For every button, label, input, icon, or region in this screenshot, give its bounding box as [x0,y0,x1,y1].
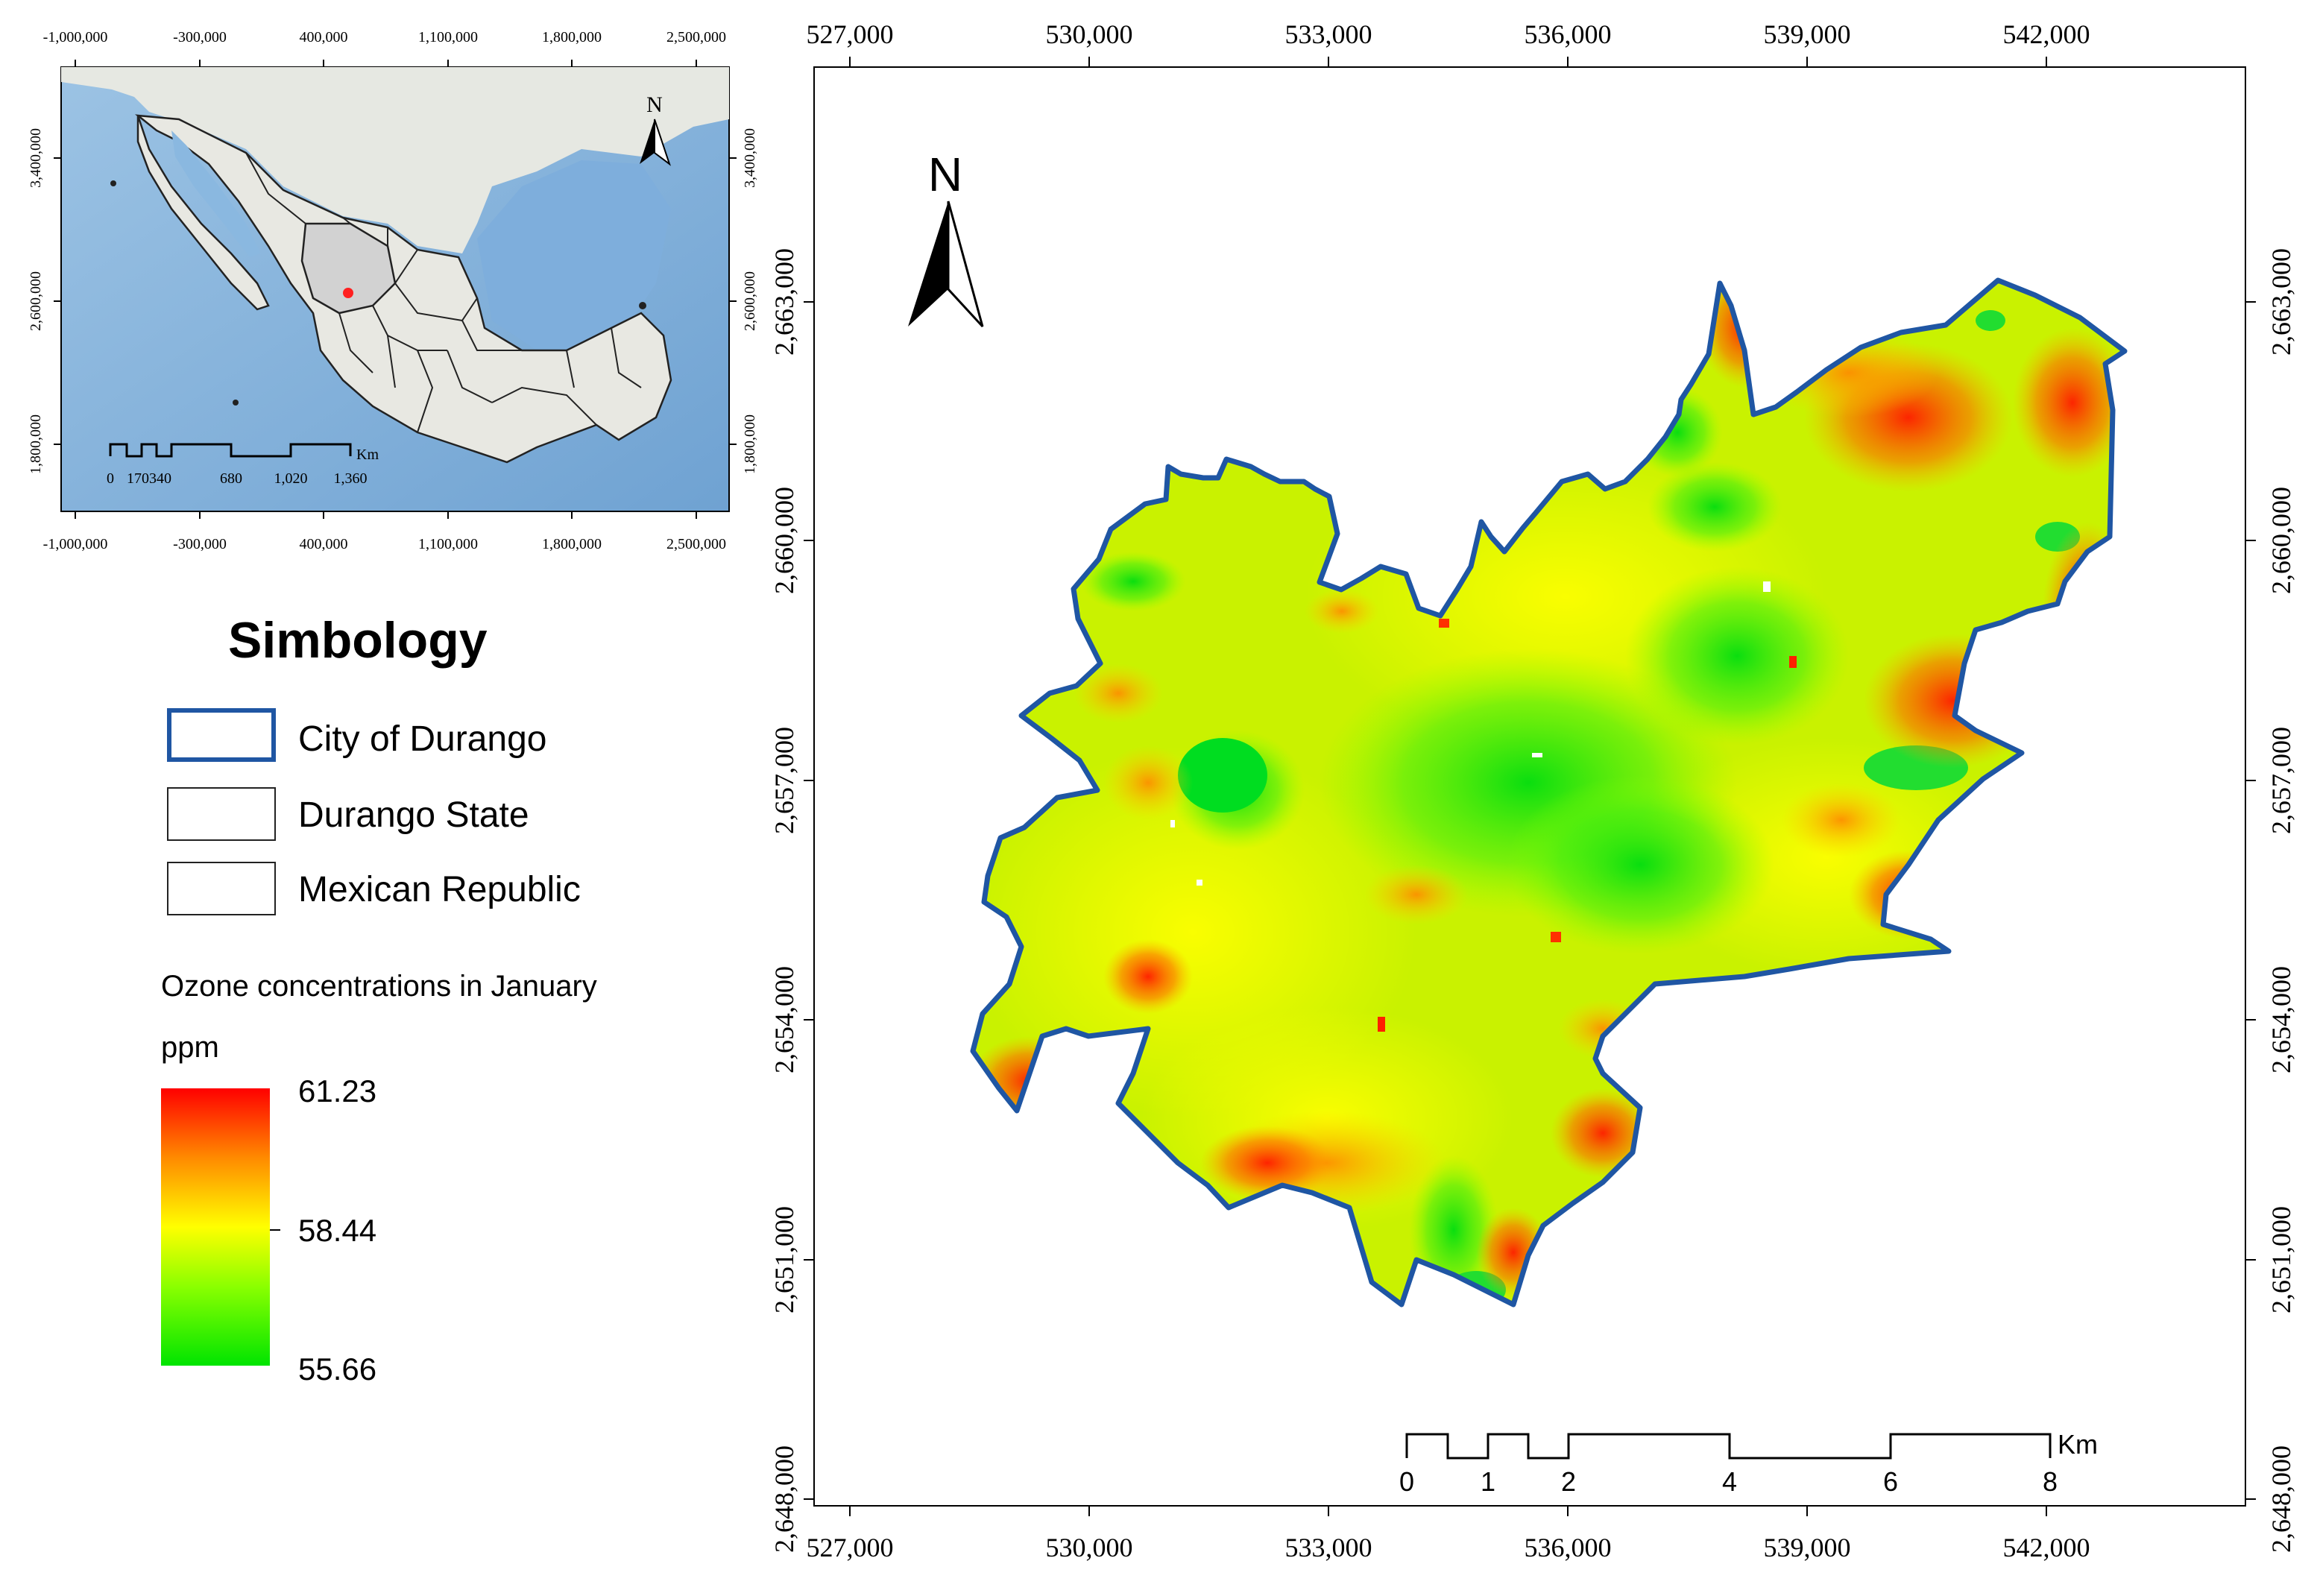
main-x-tick-label-top: 536,000 [1525,19,1612,49]
color-ramp [161,1088,270,1366]
main-scale-label: 2 [1561,1466,1576,1497]
main-x-tick-label-top: 533,000 [1285,19,1372,49]
legend-label-country: Mexican Republic [298,870,581,909]
legend-swatch-state [167,787,276,841]
main-y-tick-label-right: 2,657,000 [2266,727,2296,834]
main-scale-label: 4 [1722,1466,1737,1497]
main-scale-label: 8 [2043,1466,2058,1497]
mexico-landmass [134,114,672,464]
us-landmass [61,67,729,253]
inset-scale-label: 0 [107,470,114,487]
inset-x-tick-label-bottom: 1,100,000 [418,536,478,552]
main-scale-label: 6 [1883,1466,1898,1497]
ramp-mid-label: 58.44 [298,1213,377,1248]
legend-label-city: City of Durango [298,719,547,759]
island [639,302,646,309]
inset-y-tick-label-left: 1,800,000 [28,414,44,474]
ramp-unit: ppm [161,1031,219,1064]
gulf-of-mexico [477,160,671,350]
main-y-tick-label-right: 2,663,000 [2266,248,2296,356]
inset-x-tick-label-top: 2,500,000 [666,29,726,45]
main-scale-label: 0 [1399,1466,1414,1497]
durango-city-marker [343,288,353,298]
inset-scale-unit: Km [356,447,379,463]
main-north-arrow: N [908,148,984,328]
inset-x-tick-label-bottom: -1,000,000 [43,536,108,552]
main-y-tick-label-left: 2,660,000 [769,487,799,594]
inset-y-tick-label-right: 2,600,000 [742,271,758,331]
main-y-tick-label-left: 2,663,000 [769,248,799,356]
inset-y-tick-label-left: 2,600,000 [28,271,44,331]
main-y-tick-label-right: 2,648,000 [2266,1445,2296,1553]
inset-scale-label: 1,360 [334,470,368,487]
main-y-tick-label-left: 2,654,000 [769,966,799,1073]
main-scale-unit: Km [2058,1429,2098,1460]
inset-scale-label: 680 [220,470,242,487]
baja-california [136,115,270,311]
inset-x-tick-label-top: 1,800,000 [542,29,602,45]
main-x-tick-label-bottom: 542,000 [2003,1533,2090,1562]
main-x-tick-label-top: 542,000 [2003,19,2090,49]
inset-x-tick-label-bottom: 2,500,000 [666,536,726,552]
main-x-tick-label-bottom: 530,000 [1046,1533,1133,1562]
legend-swatch-country [167,862,276,915]
main-north-label: N [928,148,962,201]
ramp-mid-tick [270,1229,280,1231]
island [233,400,239,406]
island [110,180,116,186]
ramp-max-label: 61.23 [298,1073,377,1108]
inset-y-tick-label-left: 3,400,000 [28,128,44,188]
inset-x-tick-label-bottom: -300,000 [173,536,227,552]
legend-title: Simbology [228,612,488,669]
legend-label-state: Durango State [298,795,529,835]
inset-north-label: N [646,92,663,117]
gulf-of-california [171,130,261,257]
inset-y-tick-label-right: 1,800,000 [742,414,758,474]
main-x-tick-label-top: 539,000 [1764,19,1851,49]
inset-scale-label: 1,020 [274,470,308,487]
main-y-tick-label-left: 2,657,000 [769,727,799,834]
inset-x-tick-label-top: 1,100,000 [418,29,478,45]
main-y-tick-label-right: 2,654,000 [2266,966,2296,1073]
main-x-tick-label-bottom: 539,000 [1764,1533,1851,1562]
inset-x-tick-label-top: -300,000 [173,29,227,45]
ramp-title: Ozone concentrations in January [161,970,597,1003]
inset-x-tick-label-top: -1,000,000 [43,29,108,45]
ramp-min-label: 55.66 [298,1351,377,1387]
main-y-tick-label-right: 2,651,000 [2266,1206,2296,1313]
main-x-tick-label-bottom: 533,000 [1285,1533,1372,1562]
inset-scale-label: 170340 [127,470,171,487]
inset-x-tick-label-bottom: 400,000 [300,536,348,552]
legend-swatch-city [167,708,276,762]
inset-y-tick-label-right: 3,400,000 [742,128,758,188]
main-x-tick-label-top: 527,000 [807,19,894,49]
main-scale-label: 1 [1481,1466,1495,1497]
inset-scale-bar [109,443,352,458]
main-y-tick-label-left: 2,648,000 [769,1445,799,1553]
main-x-tick-label-top: 530,000 [1046,19,1133,49]
state-boundaries [245,152,642,433]
main-x-tick-label-bottom: 536,000 [1525,1533,1612,1562]
main-y-tick-label-left: 2,651,000 [769,1206,799,1313]
main-y-tick-label-right: 2,660,000 [2266,487,2296,594]
inset-x-tick-label-bottom: 1,800,000 [542,536,602,552]
inset-north-arrow: N [640,92,671,166]
main-x-tick-label-bottom: 527,000 [807,1533,894,1562]
main-scale-bar [1405,1433,2052,1460]
inset-x-tick-label-top: 400,000 [300,29,348,45]
